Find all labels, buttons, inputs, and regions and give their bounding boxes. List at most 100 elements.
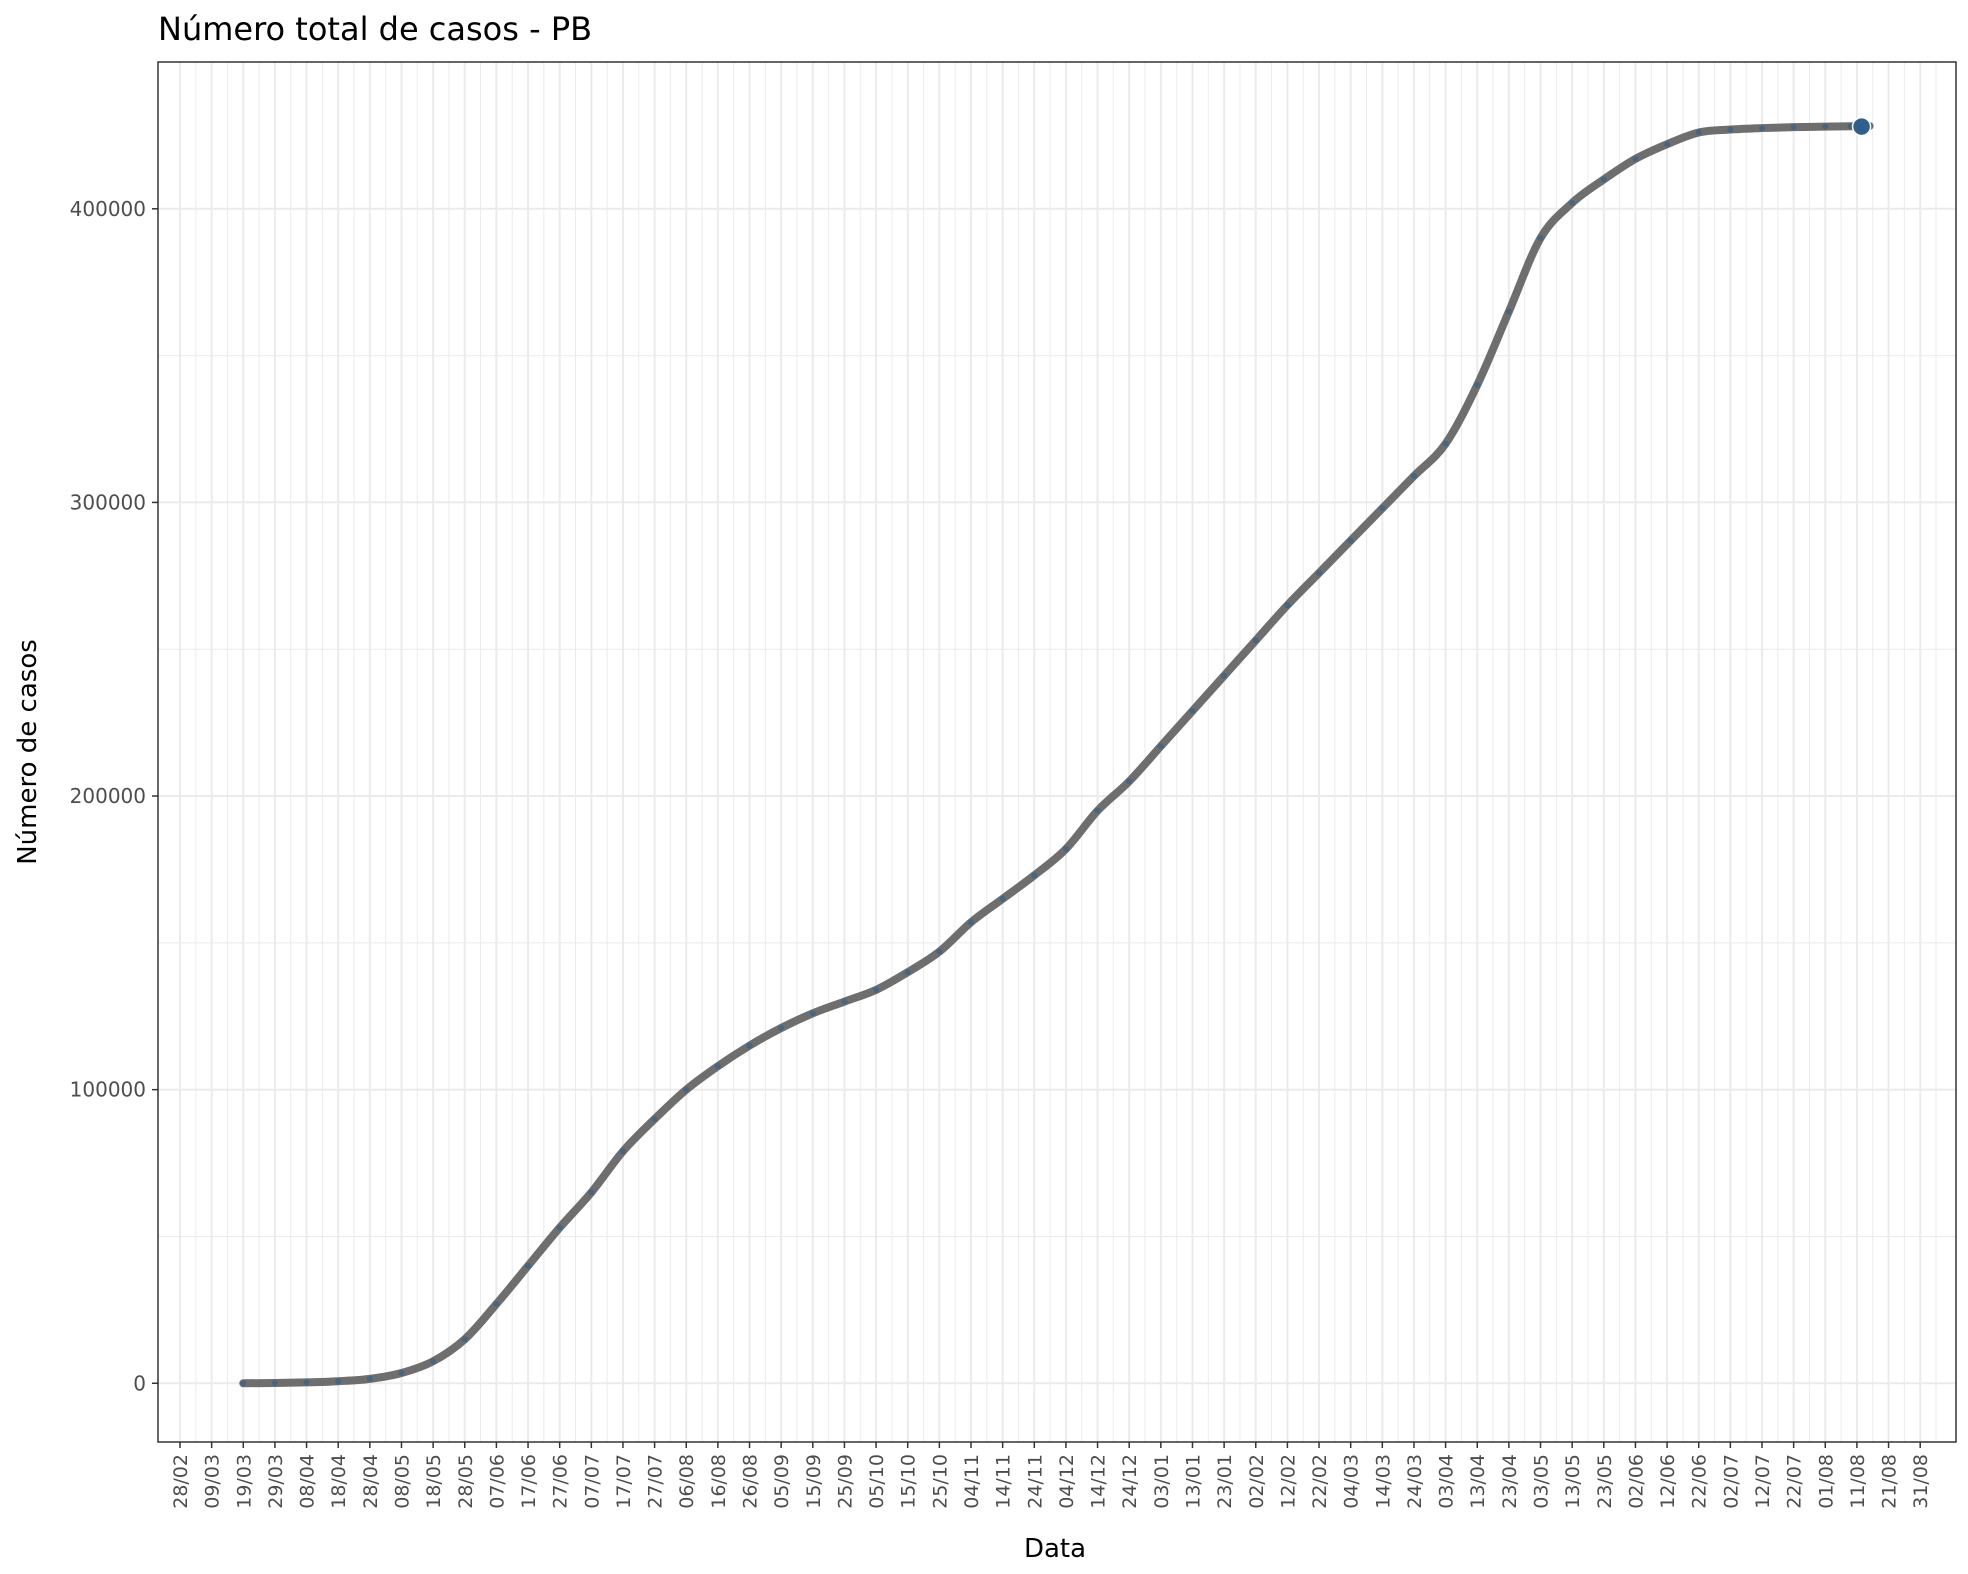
x-tick-label: 12/02 bbox=[1277, 1454, 1299, 1509]
data-point bbox=[746, 1042, 753, 1049]
y-tick-label: 200000 bbox=[70, 784, 146, 808]
y-axis: 0 100000 200000 300000 400000 bbox=[70, 197, 158, 1395]
data-point bbox=[1189, 707, 1196, 714]
minor-gridlines bbox=[158, 62, 1956, 1442]
data-point bbox=[809, 1010, 816, 1017]
data-point bbox=[1474, 381, 1481, 388]
data-point bbox=[1569, 199, 1576, 206]
data-point bbox=[1031, 872, 1038, 879]
data-point bbox=[588, 1189, 595, 1196]
data-point bbox=[873, 986, 880, 993]
x-tick-label: 08/04 bbox=[297, 1454, 319, 1509]
x-tick-label: 18/04 bbox=[328, 1454, 350, 1509]
x-tick-label: 03/05 bbox=[1531, 1454, 1553, 1509]
x-tick-label: 13/04 bbox=[1467, 1454, 1489, 1509]
data-point bbox=[1221, 672, 1228, 679]
data-point bbox=[366, 1375, 373, 1382]
x-tick-label: 05/10 bbox=[866, 1454, 888, 1509]
x-tick-label: 18/05 bbox=[423, 1454, 445, 1509]
x-tick-label: 29/03 bbox=[265, 1454, 287, 1509]
x-tick-label: 03/04 bbox=[1436, 1454, 1458, 1509]
data-point bbox=[904, 969, 911, 976]
data-point bbox=[556, 1224, 563, 1231]
data-point bbox=[430, 1358, 437, 1365]
x-tick-label: 27/07 bbox=[645, 1454, 667, 1509]
data-point bbox=[1505, 308, 1512, 315]
data-point bbox=[1632, 155, 1639, 162]
x-tick-label: 01/08 bbox=[1815, 1454, 1837, 1509]
latest-point bbox=[1851, 116, 1872, 137]
data-point bbox=[778, 1025, 785, 1031]
data-point bbox=[999, 895, 1006, 902]
x-tick-label: 22/06 bbox=[1689, 1454, 1711, 1509]
x-tick-label: 12/06 bbox=[1657, 1454, 1679, 1509]
data-point bbox=[1727, 126, 1734, 133]
data-point bbox=[303, 1379, 310, 1386]
x-tick-label: 19/03 bbox=[233, 1454, 255, 1509]
x-tick-label: 15/10 bbox=[898, 1454, 920, 1509]
data-point bbox=[271, 1379, 278, 1386]
x-tick-label: 14/03 bbox=[1372, 1454, 1394, 1509]
y-tick-label: 0 bbox=[133, 1371, 146, 1395]
data-point bbox=[619, 1148, 626, 1155]
x-tick-label: 23/05 bbox=[1594, 1454, 1616, 1509]
x-tick-label: 07/07 bbox=[581, 1454, 603, 1509]
x-tick-label: 07/06 bbox=[486, 1454, 508, 1509]
x-tick-label: 21/08 bbox=[1879, 1454, 1901, 1509]
x-tick-label: 02/06 bbox=[1625, 1454, 1647, 1509]
data-point bbox=[1822, 123, 1829, 130]
x-tick-label: 22/07 bbox=[1784, 1454, 1806, 1509]
x-tick-label: 28/04 bbox=[360, 1454, 382, 1509]
data-point bbox=[240, 1380, 247, 1387]
x-tick-label: 04/11 bbox=[961, 1454, 983, 1509]
x-tick-label: 16/08 bbox=[708, 1454, 730, 1509]
x-axis-label: Data bbox=[1024, 1534, 1086, 1564]
data-point bbox=[1600, 176, 1607, 183]
data-point bbox=[1157, 743, 1164, 750]
data-point bbox=[714, 1063, 721, 1070]
data-point bbox=[525, 1262, 532, 1269]
x-axis: 28/02 09/03 19/03 29/03 08/04 18/04 28/04 08/05… bbox=[170, 1442, 1932, 1509]
data-point bbox=[968, 919, 974, 926]
data-point bbox=[1695, 129, 1702, 136]
data-point bbox=[1410, 473, 1417, 479]
y-axis-label: Número de casos bbox=[13, 639, 43, 865]
data-point bbox=[1126, 778, 1133, 785]
x-tick-label: 04/03 bbox=[1341, 1454, 1363, 1509]
data-point bbox=[1252, 637, 1259, 644]
x-tick-label: 05/09 bbox=[771, 1454, 793, 1509]
x-tick-label: 31/08 bbox=[1910, 1454, 1932, 1509]
data-point bbox=[398, 1370, 405, 1376]
x-tick-label: 24/03 bbox=[1404, 1454, 1426, 1509]
x-tick-label: 28/05 bbox=[455, 1454, 477, 1509]
x-tick-label: 06/08 bbox=[676, 1454, 698, 1509]
x-tick-label: 14/12 bbox=[1088, 1454, 1110, 1509]
y-tick-label: 100000 bbox=[70, 1078, 146, 1102]
x-tick-label: 02/02 bbox=[1246, 1454, 1268, 1509]
data-point bbox=[1664, 141, 1671, 148]
x-tick-label: 25/09 bbox=[834, 1454, 856, 1509]
series-line bbox=[239, 122, 1874, 1388]
x-tick-label: 13/01 bbox=[1182, 1454, 1204, 1509]
x-tick-label: 17/07 bbox=[613, 1454, 635, 1509]
data-point bbox=[651, 1116, 658, 1123]
x-tick-label: 24/12 bbox=[1119, 1454, 1141, 1509]
panel-border bbox=[157, 61, 1957, 1443]
y-tick-label: 300000 bbox=[70, 490, 146, 514]
data-point bbox=[1062, 845, 1069, 852]
x-tick-label: 23/01 bbox=[1214, 1454, 1236, 1509]
data-point bbox=[1759, 125, 1765, 132]
data-point bbox=[493, 1301, 500, 1307]
data-point bbox=[683, 1086, 690, 1093]
y-tick-label: 400000 bbox=[70, 197, 146, 221]
x-tick-label: 27/06 bbox=[550, 1454, 572, 1509]
x-tick-label: 04/12 bbox=[1056, 1454, 1078, 1509]
x-tick-label: 22/02 bbox=[1309, 1454, 1331, 1509]
data-point bbox=[1347, 537, 1354, 544]
data-point bbox=[1284, 602, 1291, 609]
major-gridlines bbox=[158, 62, 1956, 1442]
x-tick-label: 09/03 bbox=[202, 1454, 224, 1509]
data-point bbox=[1790, 124, 1797, 131]
x-tick-label: 25/10 bbox=[929, 1454, 951, 1509]
